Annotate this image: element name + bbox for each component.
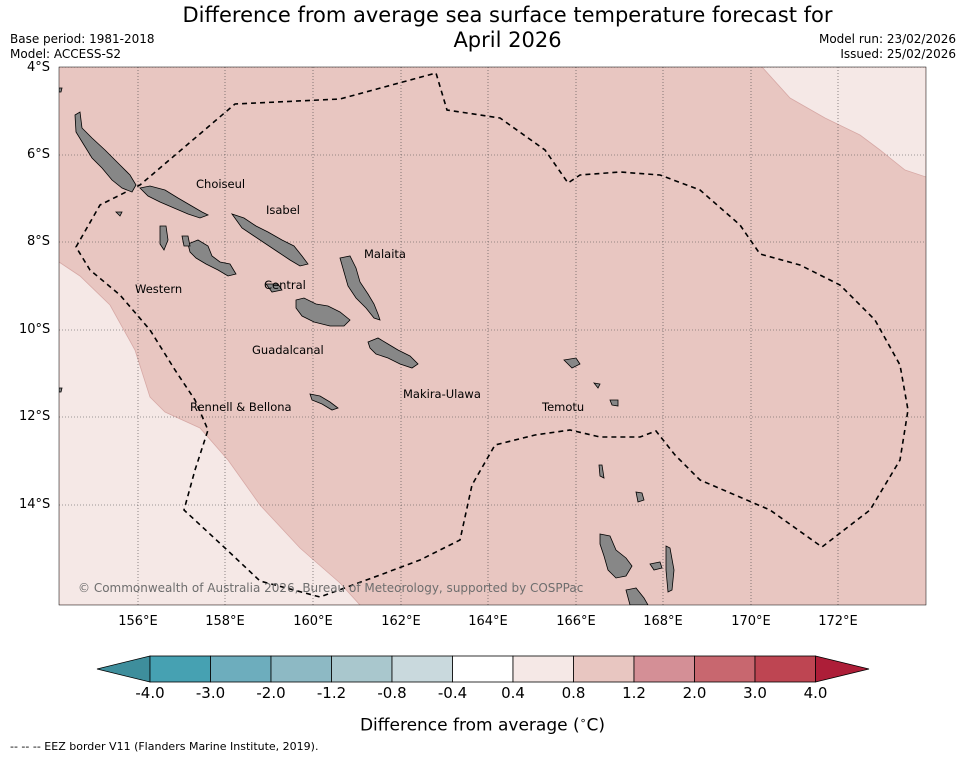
map-title: Difference from average sea surface temp… <box>150 3 865 53</box>
lat-label-4s: 4°S <box>27 60 51 75</box>
island-vanuatu-torres <box>598 464 605 479</box>
colorbar-title: Difference from average (∘C) <box>0 711 965 736</box>
colorbar-segment <box>573 655 635 683</box>
province-malaita: Malaita <box>364 247 406 261</box>
province-temotu: Temotu <box>542 400 585 414</box>
gridlines <box>59 67 926 605</box>
lon-label-164e: 164°E <box>468 614 508 629</box>
colorbar-tick-label: 0.8 <box>561 684 586 702</box>
colorbar-extend-low <box>96 655 151 683</box>
island-temotu-ndende <box>563 357 581 369</box>
colorbar-segment <box>331 655 393 683</box>
lat-label-14s: 14°S <box>19 497 51 512</box>
province-guadalcanal: Guadalcanal <box>252 343 324 357</box>
colorbar-tick-label: 3.0 <box>743 684 767 702</box>
island-guadalcanal <box>295 297 351 327</box>
island-shortland <box>115 211 123 217</box>
colorbar-tick-label: 0.4 <box>501 684 525 702</box>
colorbar-tick-label: -1.2 <box>316 684 347 702</box>
colorbar-tick-label: 2.0 <box>682 684 707 702</box>
colorbar-tick-label: -4.0 <box>135 684 165 702</box>
island-vanuatu-maewo <box>665 545 675 593</box>
province-western: Western <box>135 282 183 296</box>
lon-label-172e: 172°E <box>818 614 858 629</box>
colorbar-segment <box>391 655 453 683</box>
lon-label-168e: 168°E <box>643 614 683 629</box>
title-line-1: Difference from average sea surface temp… <box>182 3 833 27</box>
island-western-north <box>139 185 209 219</box>
metadata-right: Model run: 23/02/2026 Issued: 25/02/2026 <box>819 32 956 62</box>
colorbar-tick-label: -3.0 <box>195 684 226 702</box>
issued-date: Issued: 25/02/2026 <box>840 47 956 61</box>
province-choiseul: Choiseul <box>196 177 246 191</box>
colorbar-segment <box>694 655 756 683</box>
lon-label-156e: 156°E <box>118 614 158 629</box>
colorbar-segment <box>149 655 211 683</box>
model-run: Model run: 23/02/2026 <box>818 32 956 46</box>
island-vanuatu-espiritu <box>599 533 633 579</box>
island-florida <box>265 283 283 293</box>
anomaly-region-low-southwest <box>59 261 361 605</box>
island-vanikoro <box>609 399 619 407</box>
lat-label-8s: 8°S <box>27 234 51 249</box>
title-line-2: April 2026 <box>453 28 562 52</box>
lat-label-10s: 10°S <box>19 322 51 337</box>
lon-label-158e: 158°E <box>205 614 245 629</box>
island-new-georgia <box>187 239 237 277</box>
lon-label-160e: 160°E <box>293 614 333 629</box>
island-small-2 <box>59 387 63 393</box>
province-central: Central <box>264 278 306 292</box>
colorbar-segment <box>270 655 332 683</box>
colorbar-tick-label: 1.2 <box>622 684 646 702</box>
lon-label-170e: 170°E <box>731 614 771 629</box>
colorbar-segment <box>452 655 514 683</box>
lat-label-12s: 12°S <box>19 409 51 424</box>
island-vanuatu-malekula <box>625 587 649 605</box>
colorbar-title-text: Difference from average ( <box>359 715 580 736</box>
degree-symbol: ∘ <box>579 714 587 727</box>
province-rennell-bellona: Rennell & Bellona <box>190 400 292 414</box>
island-makira <box>367 337 419 369</box>
copyright-notice: © Commonwealth of Australia 2026, Bureau… <box>78 581 584 595</box>
island-vella <box>159 225 169 251</box>
lat-label-6s: 6°S <box>27 147 51 162</box>
colorbar-segment <box>633 655 695 683</box>
colorbar-segment <box>210 655 272 683</box>
island-small-1 <box>59 87 63 93</box>
island-choiseul <box>74 111 137 193</box>
model-name: Model: ACCESS-S2 <box>10 47 122 61</box>
colorbar-extend-high <box>815 655 870 683</box>
island-ranongga <box>181 235 191 247</box>
island-rennell <box>309 393 339 411</box>
island-malaita <box>339 255 381 321</box>
colorbar-segment <box>754 655 816 683</box>
base-period: Base period: 1981-2018 <box>10 32 155 46</box>
colorbar-tick-label: -2.0 <box>256 684 286 702</box>
land-masses <box>59 87 675 605</box>
province-makira-ulawa: Makira-Ulawa <box>403 387 481 401</box>
colorbar-segment <box>512 655 574 683</box>
colorbar-tick-label: 4.0 <box>803 684 828 702</box>
lon-label-162e: 162°E <box>381 614 421 629</box>
colorbar-tick-label: -0.4 <box>437 684 468 702</box>
province-isabel: Isabel <box>266 203 301 217</box>
anomaly-region-low-northeast <box>761 67 926 178</box>
colorbar-tick-label: -0.8 <box>377 684 407 702</box>
metadata-left: Base period: 1981-2018 Model: ACCESS-S2 <box>10 32 155 62</box>
island-utupua <box>593 382 601 389</box>
island-isabel <box>230 213 309 267</box>
island-vanuatu-banks <box>635 491 645 503</box>
colorbar-title-unit: C) <box>586 715 606 736</box>
eez-footnote: -- -- -- EEZ border V11 (Flanders Marine… <box>10 740 319 753</box>
map-frame <box>58 66 927 606</box>
island-vanuatu-ambae <box>649 561 663 571</box>
eez-border <box>75 72 909 598</box>
lon-label-166e: 166°E <box>556 614 596 629</box>
